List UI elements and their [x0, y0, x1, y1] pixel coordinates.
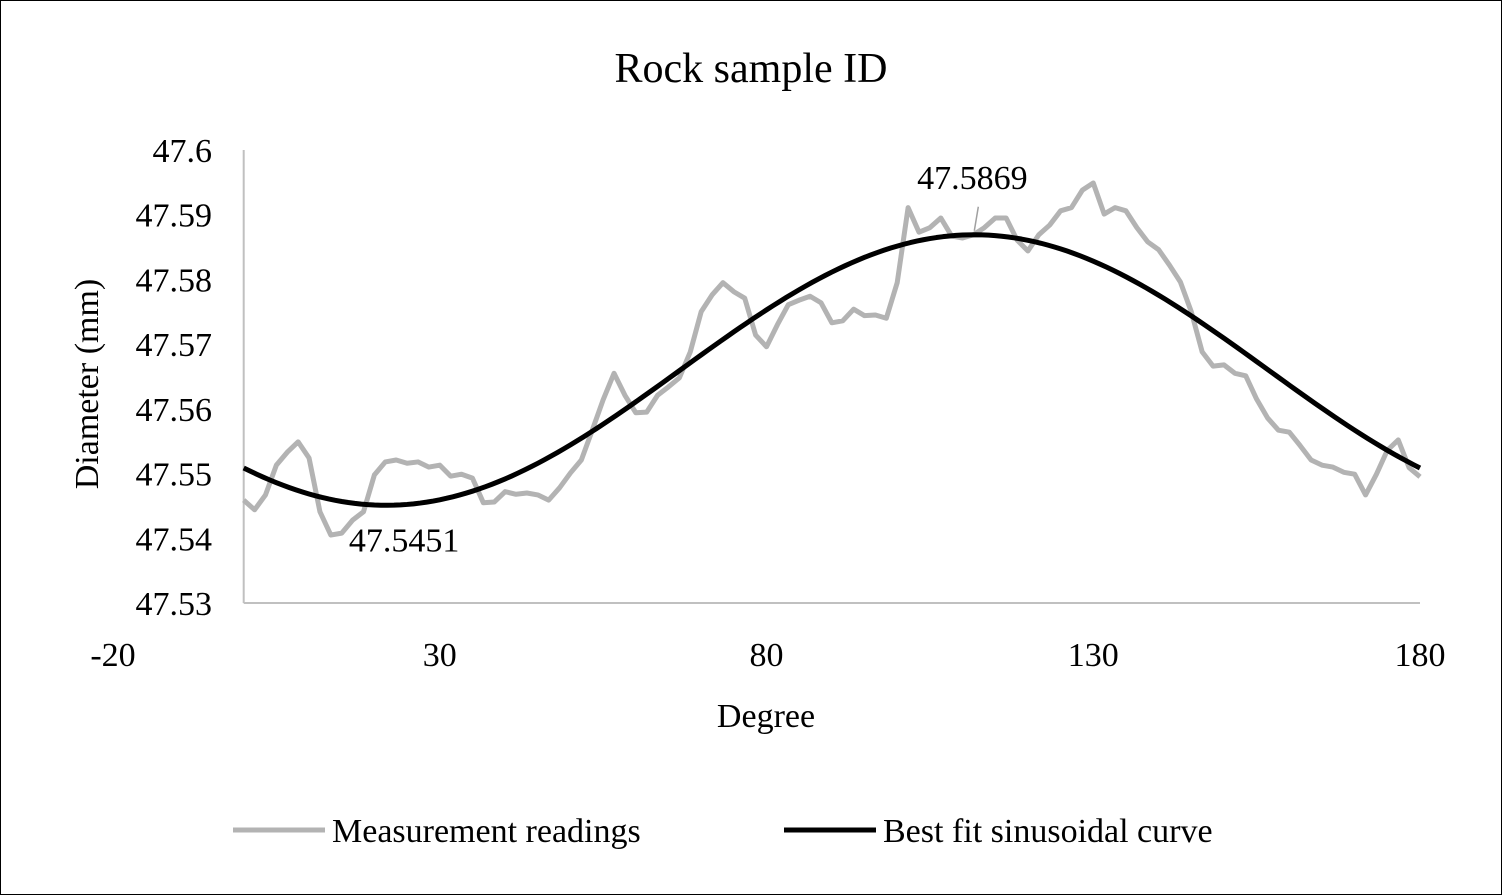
series-line-measurement-readings	[242, 180, 1422, 538]
x-tick-label: 180	[1395, 637, 1446, 674]
chart-title: Rock sample ID	[615, 46, 888, 92]
y-tick-label: 47.53	[136, 586, 213, 623]
legend-label-measurement: Measurement readings	[332, 813, 641, 850]
y-tick-label: 47.56	[136, 392, 213, 429]
y-tick-label: 47.57	[136, 327, 213, 364]
x-tick-label: 30	[423, 637, 457, 674]
annotation-max: 47.5869	[917, 160, 1028, 197]
y-tick-label: 47.59	[136, 198, 213, 235]
annotation-min: 47.5451	[349, 522, 460, 559]
legend-label-best-fit: Best fit sinusoidal curve	[883, 813, 1213, 850]
x-tick-label: -20	[90, 637, 135, 674]
series-line-best-fit	[242, 232, 1422, 508]
y-tick-label: 47.55	[136, 457, 213, 494]
x-axis-label: Degree	[717, 698, 815, 735]
y-tick-label: 47.58	[136, 262, 213, 299]
y-tick-label: 47.54	[136, 521, 213, 558]
annotation-leader-line	[973, 206, 980, 231]
x-tick-label: 80	[750, 637, 784, 674]
y-tick-label: 47.6	[153, 133, 213, 170]
y-axis-label: Diameter (mm)	[69, 279, 106, 490]
x-tick-label: 130	[1068, 637, 1119, 674]
